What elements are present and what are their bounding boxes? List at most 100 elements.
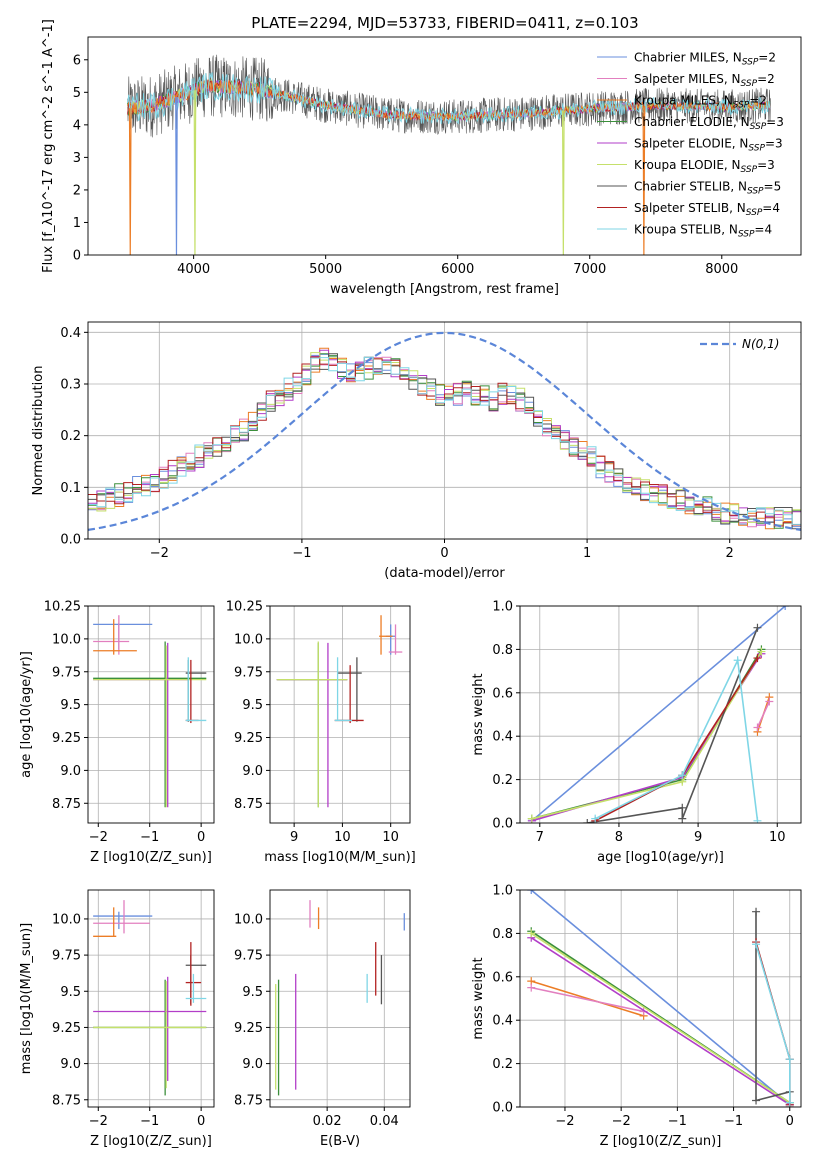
y-tick-label: 10.0 [52,632,81,647]
massweight-vs-age-panel: 7 8 9 10 0.0 0.2 0.4 0.6 0.8 1.0 age [log10(age/yr… [471,600,802,865]
x-tick-label: 2 [726,546,734,561]
y-axis-label: mass weight [471,673,486,755]
plot-area [93,900,207,1096]
weight-line [755,911,791,1107]
legend-series-name: Kroupa ELODIE [634,158,724,172]
x-tick-label: −1 [140,1114,159,1129]
y-tick-label: 0.2 [60,429,81,444]
axes-frame [87,605,215,824]
x-tick-label: 10 [382,830,399,845]
legend-series-name: Chabrier ELODIE [634,115,733,129]
legend-label: Kroupa MILES, NSSP=2 [634,94,767,111]
legend-series-name: Kroupa MILES [634,94,716,108]
legend-series-name: Salpeter STELIB [634,201,729,215]
weight-marker [785,1055,794,1064]
y-tick-label: 0.2 [492,773,513,788]
legend-nssp-value: 3 [776,115,784,129]
legend-label: Chabrier ELODIE, NSSP=3 [634,115,784,132]
x-tick-label: 0 [197,830,205,845]
y-tick-label: 9.5 [242,985,263,1000]
y-tick-label: 9.25 [234,1021,263,1036]
axes-frame [519,889,802,1108]
weight-line [530,890,791,1106]
y-tick-label: 9.75 [234,949,263,964]
legend-label: Salpeter ELODIE, NSSP=3 [634,137,783,154]
x-tick-label: −2 [89,830,108,845]
x-tick-label: −2 [555,1114,574,1129]
legend-series-name: Chabrier STELIB [634,180,730,194]
y-tick-label: 10.0 [234,912,263,927]
y-tick-label: 0.8 [492,643,513,658]
y-tick-label: 0.3 [60,378,81,393]
weight-marker [765,697,774,706]
x-tick-label: −1 [724,1114,743,1129]
legend-series-name: Salpeter ELODIE [634,137,732,151]
x-tick-label: 0.02 [313,1114,342,1129]
y-tick-label: 0.0 [492,1101,513,1116]
x-tick-label: 6000 [441,262,474,277]
x-tick-label: 9 [694,830,702,845]
legend-nssp-value: 5 [774,180,782,194]
plot-area [88,331,801,531]
weight-marker [678,803,687,812]
y-tick-label: 0.4 [60,326,81,341]
legend-series-name: Chabrier MILES [634,51,725,65]
normal-reference-curve [88,331,801,531]
plot-area [275,900,405,1096]
x-tick-label: 10 [769,830,786,845]
weight-line [587,627,759,823]
x-axis-label: age [log10(age/yr)] [597,850,724,865]
legend-label: Chabrier MILES, NSSP=2 [634,51,776,68]
x-axis-label: Z [log10(Z/Z_sun)] [90,850,212,865]
y-tick-label: 8.75 [234,797,263,812]
x-tick-label: 0 [440,546,448,561]
histogram-kroupa-stelib [88,356,801,525]
y-tick-label: 0.8 [492,927,513,942]
y-tick-label: 9.5 [60,698,81,713]
x-tick-label: 8 [615,830,623,845]
y-tick-label: 1.0 [492,884,513,899]
weight-marker [733,656,742,665]
spectrum-dip [561,110,565,255]
y-tick-label: 4 [73,118,81,133]
plot-area [93,615,207,808]
axes-frame [269,605,411,824]
x-tick-label: 1 [583,546,591,561]
age-vs-mass-panel: 9 10 10 8.75 9.0 9.25 9.5 9.75 10.0 10.25 mass [lo… [226,600,416,866]
y-tick-label: 9.5 [60,985,81,1000]
weight-marker [753,816,762,823]
x-tick-label: 7000 [573,262,606,277]
axes-frame [519,605,802,824]
weight-line [531,653,763,822]
y-tick-label: 0.6 [492,686,513,701]
x-axis-label: wavelength [Angstrom, rest frame] [330,282,559,297]
histogram-salpeter-stelib [88,356,801,527]
spectrum-dip [193,90,197,255]
y-tick-label: 9.25 [234,731,263,746]
y-tick-label: 8.75 [52,1093,81,1108]
y-tick-label: 3 [73,151,81,166]
weight-marker [527,929,536,938]
weight-marker [527,890,536,894]
weight-line [530,937,791,1106]
y-tick-label: 0.4 [492,1014,513,1029]
x-tick-label: −2 [612,1114,631,1129]
x-tick-label: 0 [786,1114,794,1129]
legend-nssp-value: 3 [767,158,775,172]
x-tick-label: 10 [334,830,351,845]
legend-nssp-value: 3 [775,137,783,151]
x-tick-label: 0 [197,1114,205,1129]
y-tick-label: 9.0 [60,764,81,779]
y-tick-label: 0.4 [492,730,513,745]
legend-label: Salpeter MILES, NSSP=2 [634,72,775,89]
x-tick-label: 7 [536,830,544,845]
weight-line [755,944,791,1103]
legend-label: Kroupa ELODIE, NSSP=3 [634,158,775,175]
weight-marker [753,623,762,632]
weight-line [531,606,786,822]
axes-frame [87,889,215,1108]
x-tick-label: −1 [292,546,311,561]
weight-marker [752,940,761,949]
